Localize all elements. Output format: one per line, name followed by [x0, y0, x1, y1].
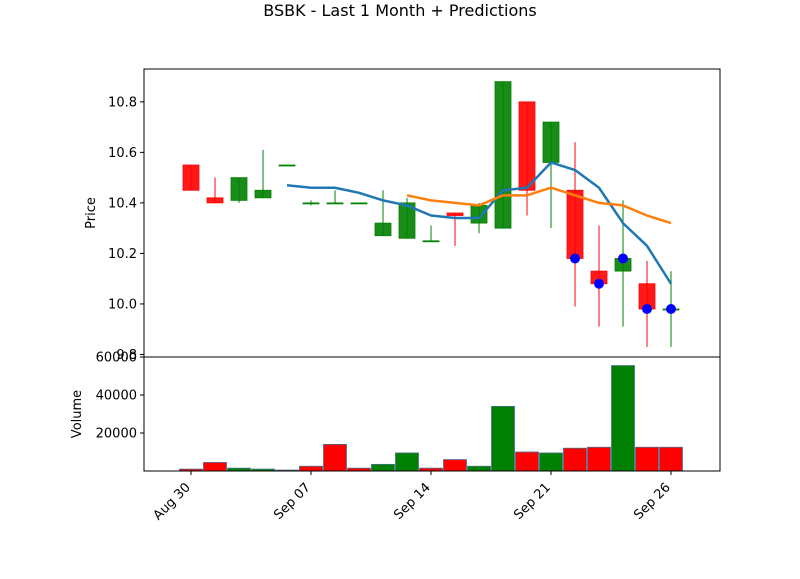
ma-short-line: [286, 161, 673, 285]
candle-body: [470, 205, 488, 224]
x-tick-label: Sep 21: [511, 480, 554, 523]
volume-bars: [179, 365, 683, 472]
volume-bar: [515, 451, 539, 472]
volume-panel: 20000 40000 60000 Volume: [70, 351, 721, 472]
prediction-point: [570, 253, 580, 264]
price-axes-frame: [143, 68, 721, 358]
x-tick-label: Sep 14: [391, 480, 434, 523]
prediction-point: [594, 278, 604, 289]
price-y-tick-label: 10.6: [108, 146, 137, 161]
candle-body: [398, 202, 416, 239]
candle-body: [230, 177, 248, 201]
volume-bar: [371, 463, 395, 472]
candle-body: [542, 121, 560, 163]
candle-body: [422, 240, 440, 243]
volume-bar: [491, 405, 515, 472]
candle-body: [302, 202, 320, 205]
x-tick-label: Sep 07: [271, 480, 314, 523]
volume-y-tick-label: 20000: [96, 427, 137, 442]
volume-bar: [587, 446, 611, 472]
price-y-tick-label: 10.8: [108, 95, 137, 110]
x-tick-label: Aug 30: [151, 480, 194, 523]
volume-bar: [659, 446, 683, 472]
price-y-tick-label: 10.0: [108, 297, 137, 312]
x-tick-label: Sep 26: [631, 480, 674, 523]
prediction-point: [642, 304, 652, 314]
candle-body: [206, 197, 224, 204]
volume-y-tick-label: 40000: [96, 389, 137, 404]
candle-body: [494, 81, 512, 229]
candle-body: [278, 164, 296, 167]
prediction-point: [618, 253, 628, 264]
volume-bar: [539, 452, 563, 472]
price-y-tick-label: 9.8: [116, 348, 137, 363]
candle-body: [182, 164, 200, 191]
prediction-point: [666, 304, 676, 314]
volume-bar: [323, 443, 347, 472]
volume-bar: [203, 462, 227, 472]
volume-y-label: Volume: [70, 390, 85, 438]
candle-body: [518, 101, 536, 191]
price-y-label: Price: [84, 197, 99, 229]
ma-long-line: [406, 186, 672, 225]
volume-bar: [611, 365, 635, 472]
volume-bar: [467, 465, 491, 472]
volume-bar: [299, 465, 323, 472]
price-y-tick-label: 10.2: [108, 247, 137, 262]
moving-averages: [286, 161, 673, 285]
price-panel: 9.8 10.0 10.2 10.4 10.6 10.8 Price: [84, 68, 721, 363]
candle-body: [350, 202, 368, 205]
candle-body: [566, 189, 584, 259]
volume-bar: [443, 459, 467, 472]
price-y-tick-label: 10.4: [108, 196, 137, 211]
x-ticks: Aug 30 Sep 07 Sep 14 Sep 21 Sep 26: [151, 471, 674, 523]
candle-body: [326, 202, 344, 205]
candles: [182, 81, 680, 347]
volume-y-ticks: 20000 40000 60000: [96, 351, 144, 442]
candle-body: [446, 212, 464, 216]
volume-bar: [635, 446, 659, 472]
predictions: [570, 253, 676, 314]
price-y-ticks: 9.8 10.0 10.2 10.4 10.6 10.8: [108, 95, 144, 363]
volume-axes-frame: [143, 356, 721, 472]
candle-body: [374, 222, 392, 237]
volume-bar: [563, 447, 587, 472]
volume-bar: [395, 452, 419, 472]
volume-y-tick-label: 60000: [96, 351, 137, 366]
candle-body: [254, 189, 272, 199]
chart-title: BSBK - Last 1 Month + Predictions: [263, 1, 537, 20]
